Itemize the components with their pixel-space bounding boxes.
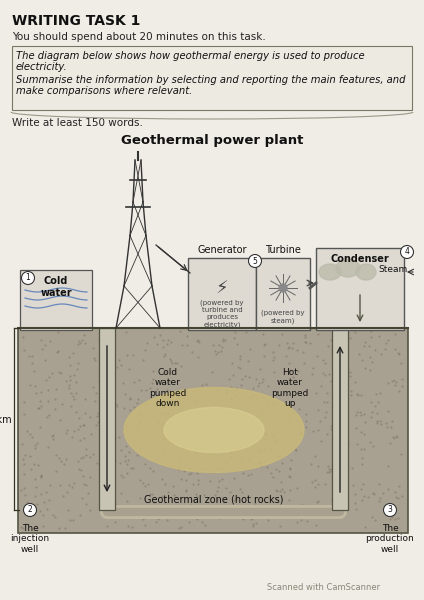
Text: Condenser: Condenser	[331, 254, 389, 264]
Bar	[99, 328, 115, 510]
Text: ⚡: ⚡	[216, 280, 228, 298]
Bar	[18, 328, 408, 533]
Text: 4: 4	[404, 247, 410, 257]
Circle shape	[401, 245, 413, 259]
Text: (powered by
steam): (powered by steam)	[261, 310, 305, 324]
Ellipse shape	[319, 264, 341, 280]
Circle shape	[23, 503, 36, 517]
Ellipse shape	[124, 388, 304, 473]
Bar	[332, 328, 348, 510]
Circle shape	[279, 284, 287, 292]
Text: You should spend about 20 minutes on this task.: You should spend about 20 minutes on thi…	[12, 32, 266, 42]
Text: electricity.: electricity.	[16, 62, 67, 72]
Text: (powered by
turbine and
produces
electricity): (powered by turbine and produces electri…	[200, 300, 244, 328]
Text: Write at least 150 words.: Write at least 150 words.	[12, 118, 143, 128]
Text: 4.5 km: 4.5 km	[0, 415, 12, 425]
Text: The
injection
well: The injection well	[11, 524, 50, 554]
Ellipse shape	[164, 407, 264, 452]
Text: Summarise the information by selecting and reporting the main features, and: Summarise the information by selecting a…	[16, 75, 405, 85]
Circle shape	[248, 254, 262, 268]
Text: 1: 1	[25, 274, 31, 283]
Text: WRITING TASK 1: WRITING TASK 1	[12, 14, 140, 28]
Text: Cold
water
pumped
down: Cold water pumped down	[149, 368, 187, 408]
Bar	[20, 270, 92, 330]
Text: Hot
water
pumped
up: Hot water pumped up	[271, 368, 309, 408]
Text: Steam: Steam	[379, 265, 408, 275]
Text: 2: 2	[28, 505, 32, 514]
Text: Geothermal zone (hot rocks): Geothermal zone (hot rocks)	[144, 495, 284, 505]
Text: Geothermal power plant: Geothermal power plant	[121, 134, 303, 147]
Text: Generator: Generator	[197, 245, 247, 255]
Circle shape	[383, 503, 396, 517]
Text: Cold
water: Cold water	[40, 276, 72, 298]
Text: The
production
well: The production well	[365, 524, 414, 554]
Text: Scanned with CamScanner: Scanned with CamScanner	[267, 583, 380, 592]
Bar	[316, 248, 404, 330]
Circle shape	[22, 271, 34, 284]
Text: The diagram below shows how geothermal energy is used to produce: The diagram below shows how geothermal e…	[16, 51, 365, 61]
Ellipse shape	[336, 259, 360, 277]
Text: Turbine: Turbine	[265, 245, 301, 255]
Text: 3: 3	[388, 505, 393, 514]
Bar	[188, 258, 256, 330]
Ellipse shape	[356, 264, 376, 280]
Bar	[256, 258, 310, 330]
Text: make comparisons where relevant.: make comparisons where relevant.	[16, 86, 192, 96]
FancyBboxPatch shape	[12, 46, 412, 110]
Text: 5: 5	[253, 257, 257, 265]
